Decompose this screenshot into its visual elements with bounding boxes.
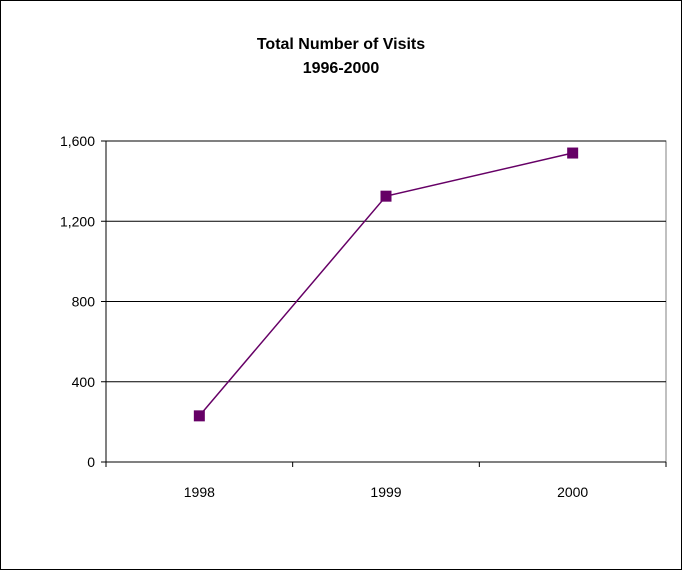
y-tick-label-4: 1,600 xyxy=(60,133,95,149)
data-point-1999 xyxy=(380,190,392,202)
y-tick-label-3: 1,200 xyxy=(60,213,95,229)
chart-subtitle: 1996-2000 xyxy=(302,60,380,77)
y-tick-label-2: 800 xyxy=(72,294,96,310)
x-tick-label-2000: 2000 xyxy=(557,484,588,500)
chart-title-block: Total Number of Visits 1996-2000 xyxy=(0,33,682,81)
y-tick-label-1: 400 xyxy=(72,374,96,390)
chart-title: Total Number of Visits xyxy=(256,36,426,53)
data-point-2000 xyxy=(567,147,579,159)
x-tick-label-1998: 1998 xyxy=(184,484,215,500)
x-tick-label-1999: 1999 xyxy=(370,484,401,500)
data-point-1998 xyxy=(193,410,205,422)
y-tick-label-0: 0 xyxy=(87,454,95,470)
